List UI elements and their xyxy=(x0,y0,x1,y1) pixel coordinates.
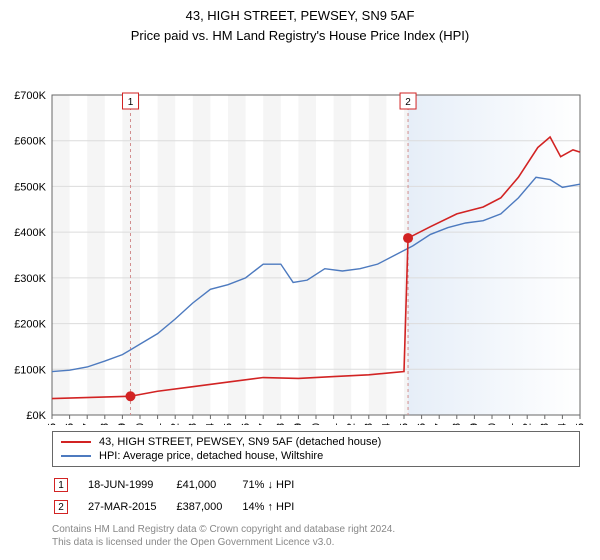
svg-text:2017: 2017 xyxy=(434,423,446,425)
svg-text:2009: 2009 xyxy=(293,423,305,425)
svg-text:1998: 1998 xyxy=(99,423,111,425)
svg-text:2013: 2013 xyxy=(363,423,375,425)
event-marker-2: 2 xyxy=(54,500,68,514)
footer-line-2: This data is licensed under the Open Gov… xyxy=(52,536,580,549)
svg-text:2022: 2022 xyxy=(522,423,534,425)
svg-text:1995: 1995 xyxy=(46,423,58,425)
svg-text:2018: 2018 xyxy=(451,423,463,425)
event-date: 18-JUN-1999 xyxy=(88,475,174,495)
chart-svg: £0K £100K £200K £300K £400K £500K £600K £700K 19… xyxy=(0,45,600,425)
svg-text:2015: 2015 xyxy=(398,423,410,425)
svg-text:2014: 2014 xyxy=(381,423,393,425)
event-date: 27-MAR-2015 xyxy=(88,497,174,517)
footer-line-1: Contains HM Land Registry data © Crown c… xyxy=(52,523,580,536)
svg-text:£600K: £600K xyxy=(14,136,46,148)
svg-text:2006: 2006 xyxy=(240,423,252,425)
svg-text:2002: 2002 xyxy=(169,423,181,425)
svg-text:£400K: £400K xyxy=(14,227,46,239)
svg-text:2001: 2001 xyxy=(152,423,164,425)
table-row: 2 27-MAR-2015 £387,000 14% ↑ HPI xyxy=(54,497,312,517)
chart-title-subtitle: Price paid vs. HM Land Registry's House … xyxy=(0,26,600,46)
svg-text:2003: 2003 xyxy=(187,423,199,425)
svg-text:2023: 2023 xyxy=(539,423,551,425)
svg-text:£700K: £700K xyxy=(14,90,46,102)
event-delta: 14% ↑ HPI xyxy=(242,497,312,517)
svg-text:1996: 1996 xyxy=(64,423,76,425)
svg-text:2016: 2016 xyxy=(416,423,428,425)
event-price: £41,000 xyxy=(176,475,240,495)
chart-titles: 43, HIGH STREET, PEWSEY, SN9 5AF Price p… xyxy=(0,0,600,45)
svg-text:2007: 2007 xyxy=(258,423,270,425)
event-marker-1: 1 xyxy=(54,478,68,492)
svg-text:2019: 2019 xyxy=(469,423,481,425)
svg-text:2008: 2008 xyxy=(275,423,287,425)
event-delta: 71% ↓ HPI xyxy=(242,475,312,495)
legend-swatch-red xyxy=(61,441,91,443)
svg-text:2011: 2011 xyxy=(328,423,340,425)
svg-text:£0K: £0K xyxy=(26,410,46,422)
svg-text:2005: 2005 xyxy=(222,423,234,425)
svg-text:2012: 2012 xyxy=(346,423,358,425)
svg-text:2004: 2004 xyxy=(205,423,217,425)
table-row: 1 18-JUN-1999 £41,000 71% ↓ HPI xyxy=(54,475,312,495)
svg-text:£500K: £500K xyxy=(14,181,46,193)
svg-text:£300K: £300K xyxy=(14,273,46,285)
chart-plot: £0K £100K £200K £300K £400K £500K £600K £700K 19… xyxy=(0,45,600,425)
svg-text:£100K: £100K xyxy=(14,364,46,376)
svg-text:2000: 2000 xyxy=(134,423,146,425)
footer: Contains HM Land Registry data © Crown c… xyxy=(52,523,580,549)
svg-text:2: 2 xyxy=(405,97,411,108)
legend-label-blue: HPI: Average price, detached house, Wilt… xyxy=(99,450,323,462)
legend-row-blue: HPI: Average price, detached house, Wilt… xyxy=(61,449,571,463)
svg-text:1: 1 xyxy=(128,97,134,108)
svg-text:£200K: £200K xyxy=(14,319,46,331)
svg-text:2010: 2010 xyxy=(310,423,322,425)
svg-text:1999: 1999 xyxy=(117,423,129,425)
legend: 43, HIGH STREET, PEWSEY, SN9 5AF (detach… xyxy=(52,431,580,467)
legend-label-red: 43, HIGH STREET, PEWSEY, SN9 5AF (detach… xyxy=(99,436,381,448)
event-price: £387,000 xyxy=(176,497,240,517)
svg-text:2024: 2024 xyxy=(557,423,569,425)
svg-text:2020: 2020 xyxy=(486,423,498,425)
svg-text:2021: 2021 xyxy=(504,423,516,425)
legend-swatch-blue xyxy=(61,455,91,457)
events-table: 1 18-JUN-1999 £41,000 71% ↓ HPI 2 27-MAR… xyxy=(52,473,314,519)
svg-text:1997: 1997 xyxy=(81,423,93,425)
chart-container: 43, HIGH STREET, PEWSEY, SN9 5AF Price p… xyxy=(0,0,600,560)
chart-title-address: 43, HIGH STREET, PEWSEY, SN9 5AF xyxy=(0,6,600,26)
legend-row-red: 43, HIGH STREET, PEWSEY, SN9 5AF (detach… xyxy=(61,435,571,449)
svg-text:2025: 2025 xyxy=(574,423,586,425)
